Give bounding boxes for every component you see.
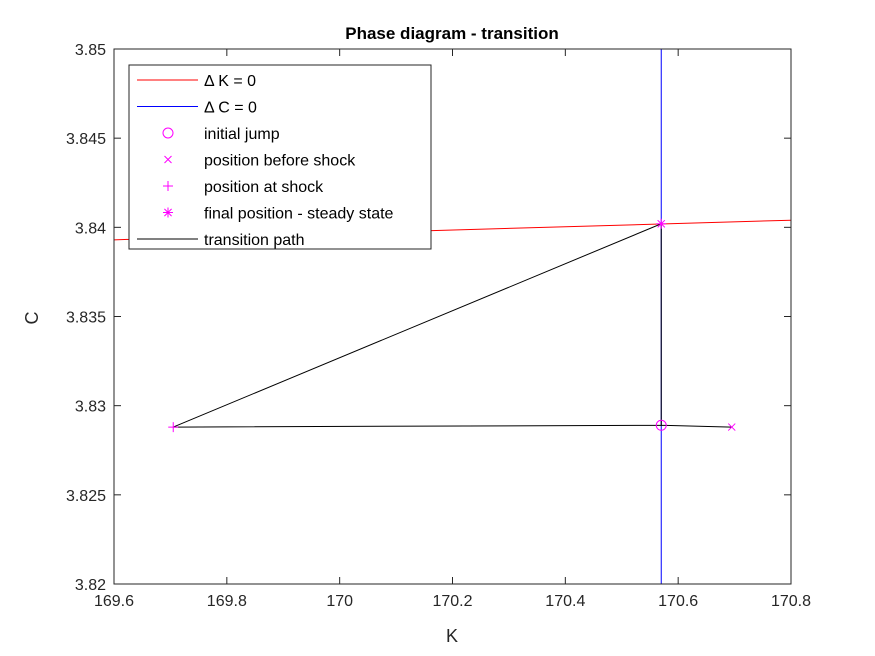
legend-label: initial jump xyxy=(204,126,280,143)
y-axis-label: C xyxy=(22,312,42,325)
legend-item: final position - steady state xyxy=(163,206,394,223)
series-marker-position-before-shock xyxy=(727,423,736,431)
legend-item: position before shock xyxy=(164,153,356,170)
legend-swatch xyxy=(164,155,172,164)
legend-item: transition path xyxy=(137,232,305,249)
y-tick-label: 3.83 xyxy=(75,399,106,416)
legend-label: position at shock xyxy=(204,179,324,196)
x-tick-label: 169.8 xyxy=(207,593,247,610)
legend-swatch xyxy=(163,181,173,191)
y-axis: 3.82 3.825 3.83 3.835 3.84 3.845 3.85 xyxy=(66,42,791,594)
y-tick-label: 3.85 xyxy=(75,42,106,59)
x-axis-label: K xyxy=(446,626,458,646)
legend-item: position at shock xyxy=(163,179,324,196)
legend-label: final position - steady state xyxy=(204,206,394,223)
legend: Δ K = 0 Δ C = 0 initial jump position befor… xyxy=(128,64,432,250)
legend-item: initial jump xyxy=(162,126,280,143)
chart-title: Phase diagram - transition xyxy=(345,24,559,43)
y-tick-label: 3.825 xyxy=(66,488,106,505)
marker-layer xyxy=(168,218,736,433)
series-marker-position-at-shock xyxy=(168,422,179,433)
legend-label: position before shock xyxy=(204,153,356,170)
legend-swatch xyxy=(163,207,173,218)
legend-box xyxy=(128,64,432,250)
legend-swatch xyxy=(162,127,174,139)
x-tick-label: 169.6 xyxy=(94,593,134,610)
x-tick-label: 170.8 xyxy=(771,593,811,610)
legend-label: Δ K = 0 xyxy=(204,73,256,90)
x-tick-label: 170.4 xyxy=(545,593,585,610)
legend-label: transition path xyxy=(204,232,305,249)
x-axis: 169.6 169.8 170 170.2 170.4 170.6 170.8 xyxy=(94,49,811,610)
legend-label: Δ C = 0 xyxy=(204,100,257,117)
x-tick-label: 170.2 xyxy=(432,593,472,610)
legend-item: Δ K = 0 xyxy=(137,73,256,90)
series-marker-final-position-steady-state xyxy=(656,218,667,229)
series-marker-initial-jump xyxy=(655,419,667,431)
y-tick-label: 3.84 xyxy=(75,220,106,237)
x-tick-label: 170 xyxy=(326,593,353,610)
x-tick-label: 170.6 xyxy=(658,593,698,610)
legend-item: Δ C = 0 xyxy=(137,100,257,117)
y-tick-label: 3.82 xyxy=(75,577,106,594)
y-tick-label: 3.835 xyxy=(66,310,106,327)
y-tick-label: 3.845 xyxy=(66,131,106,148)
